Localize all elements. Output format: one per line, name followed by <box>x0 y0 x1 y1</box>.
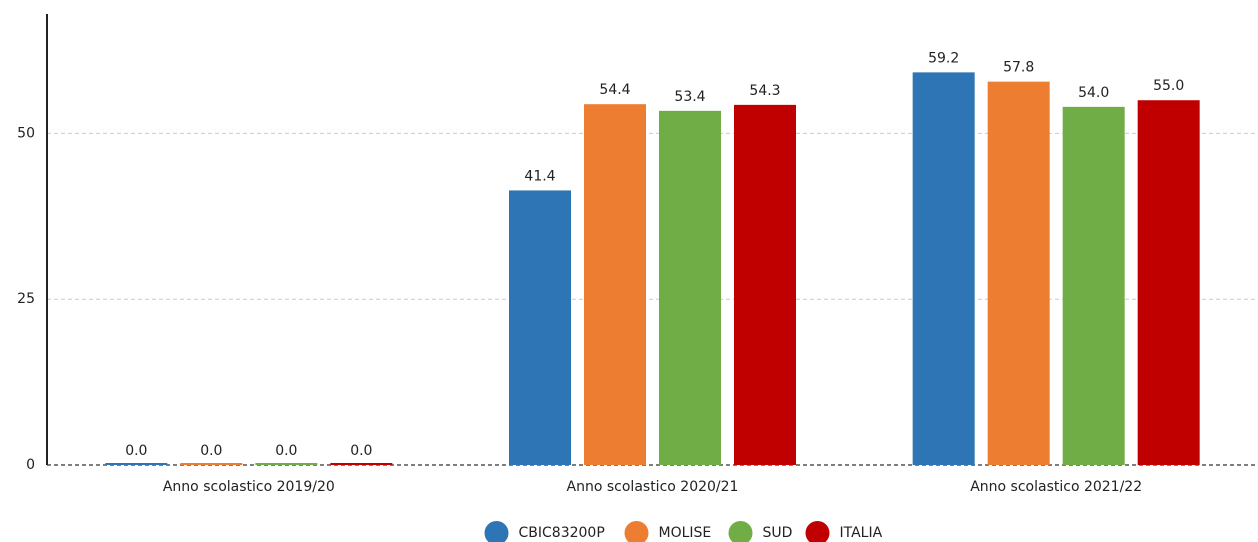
data-label: 53.4 <box>674 89 705 105</box>
legend-label: ITALIA <box>840 525 883 541</box>
bar <box>584 104 646 465</box>
bar <box>105 463 168 465</box>
data-label: 54.3 <box>749 83 780 99</box>
legend-swatch <box>805 521 830 542</box>
y-tick-label: 25 <box>17 291 35 307</box>
x-tick-label: Anno scolastico 2021/22 <box>970 479 1142 495</box>
data-label: 55.0 <box>1153 78 1184 94</box>
bar <box>734 104 796 466</box>
legend-swatch <box>484 521 509 542</box>
data-label: 0.0 <box>350 443 372 459</box>
bar <box>1062 106 1125 466</box>
bar <box>330 463 393 465</box>
data-label: 54.0 <box>1078 85 1109 101</box>
data-label: 54.4 <box>599 82 630 98</box>
y-tick-label: 0 <box>26 457 35 473</box>
bar <box>180 463 243 465</box>
legend-label: SUD <box>763 525 793 541</box>
legend-label: MOLISE <box>659 525 712 541</box>
bar <box>912 72 975 465</box>
data-label: 0.0 <box>275 443 297 459</box>
legend-swatch <box>728 521 753 542</box>
legend-swatch <box>624 521 649 542</box>
data-label: 0.0 <box>125 443 147 459</box>
bar <box>659 110 721 466</box>
legend-label: CBIC83200P <box>519 525 605 541</box>
x-tick-label: Anno scolastico 2019/20 <box>163 479 335 495</box>
bar <box>987 81 1050 466</box>
bar <box>509 190 571 465</box>
data-label: 57.8 <box>1003 60 1034 76</box>
y-tick-label: 50 <box>17 125 35 141</box>
data-label: 0.0 <box>200 443 222 459</box>
data-label: 41.4 <box>524 168 555 184</box>
x-tick-label: Anno scolastico 2020/21 <box>567 479 739 495</box>
data-label: 59.2 <box>928 50 959 66</box>
bar <box>1137 100 1200 466</box>
bar <box>255 463 318 465</box>
